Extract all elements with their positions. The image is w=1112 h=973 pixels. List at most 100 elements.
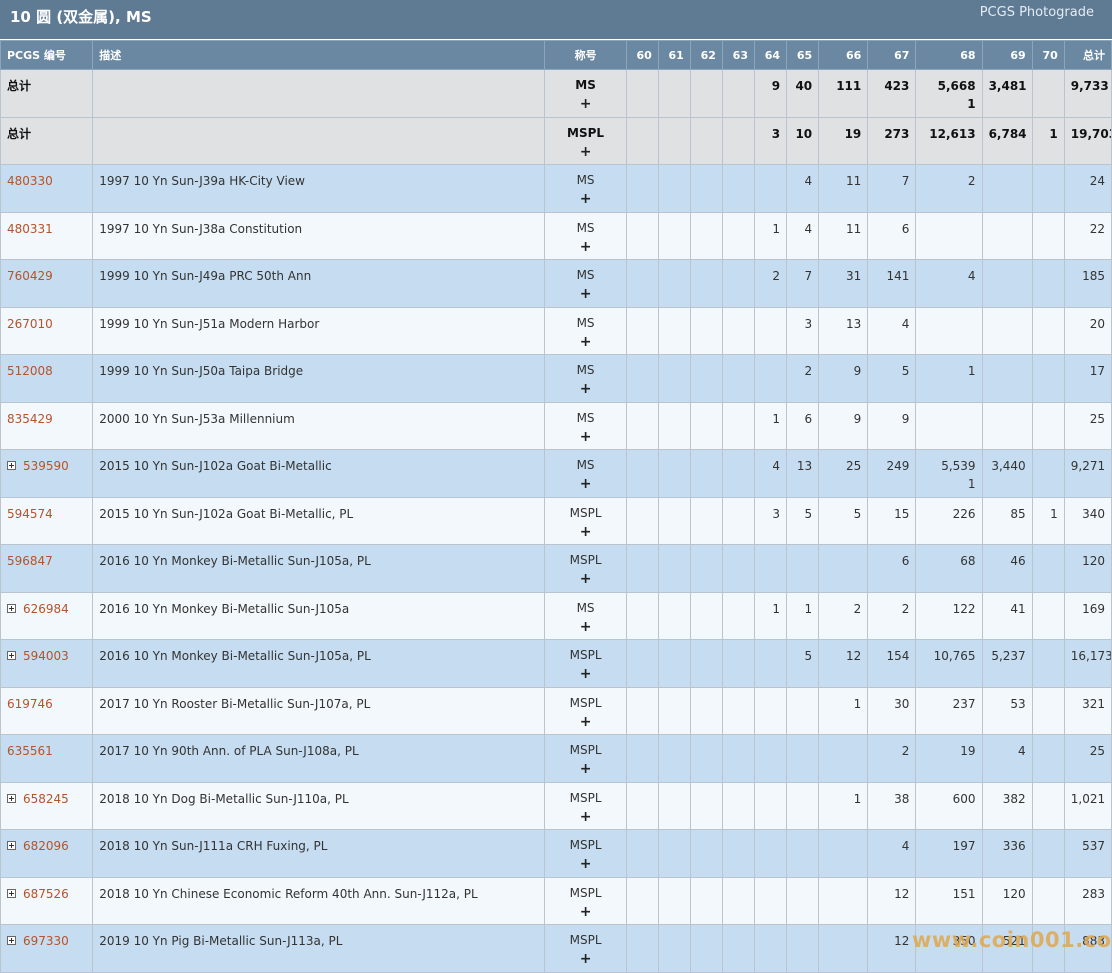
- grade-count[interactable]: 4: [967, 269, 976, 283]
- grade-count[interactable]: 197: [952, 839, 976, 853]
- col-header-code[interactable]: PCGS 编号: [0, 40, 94, 70]
- grade-count[interactable]: 5: [853, 506, 862, 521]
- plus-toggle[interactable]: +: [579, 618, 592, 635]
- grade-count[interactable]: 4: [901, 316, 910, 331]
- grade-count[interactable]: 249: [886, 459, 910, 473]
- col-header-total[interactable]: 总计: [1063, 40, 1112, 70]
- grade-count[interactable]: 1: [967, 364, 976, 378]
- pcgs-code-link[interactable]: 594574: [7, 506, 53, 521]
- grade-count[interactable]: 9: [901, 411, 910, 426]
- grade-count[interactable]: 11: [845, 221, 862, 236]
- col-header-desc[interactable]: 描述: [92, 40, 546, 70]
- pcgs-code-link[interactable]: 835429: [7, 411, 53, 426]
- expand-icon[interactable]: [7, 841, 16, 850]
- grade-count[interactable]: 12: [894, 886, 910, 901]
- grade-count[interactable]: 9: [853, 411, 862, 426]
- plus-toggle[interactable]: +: [579, 523, 592, 540]
- grade-count[interactable]: 6: [901, 554, 910, 568]
- grade-count[interactable]: 1: [772, 411, 781, 426]
- expand-icon[interactable]: [7, 461, 16, 470]
- pcgs-code-link[interactable]: 594003: [23, 649, 69, 663]
- grade-count[interactable]: 46: [1010, 554, 1026, 568]
- grade-count[interactable]: 2: [901, 744, 910, 758]
- plus-grade-count[interactable]: 1: [967, 97, 976, 111]
- grade-count[interactable]: 122: [952, 601, 976, 616]
- plus-toggle[interactable]: +: [579, 96, 592, 112]
- grade-count[interactable]: 5: [804, 506, 813, 521]
- col-header-grade[interactable]: 62: [689, 40, 723, 70]
- plus-toggle[interactable]: +: [579, 191, 592, 207]
- pcgs-code-link[interactable]: 682096: [23, 839, 69, 853]
- grade-count[interactable]: 11: [845, 174, 862, 188]
- pcgs-code-link[interactable]: 697330: [23, 934, 69, 948]
- grade-count[interactable]: 1: [1049, 126, 1058, 141]
- col-header-grade[interactable]: 64: [753, 40, 788, 70]
- col-header-grade[interactable]: 61: [657, 40, 691, 70]
- grade-count[interactable]: 1: [804, 601, 813, 616]
- grade-count[interactable]: 1: [1050, 506, 1058, 521]
- grade-count[interactable]: 3: [772, 506, 781, 521]
- col-header-grade[interactable]: 60: [625, 40, 659, 70]
- grade-count[interactable]: 15: [894, 506, 910, 521]
- grade-count[interactable]: 1: [853, 696, 862, 711]
- plus-toggle[interactable]: +: [579, 428, 592, 445]
- grade-count[interactable]: 38: [894, 791, 910, 806]
- col-header-grade[interactable]: 63: [721, 40, 755, 70]
- grade-count[interactable]: 600: [952, 791, 976, 806]
- pcgs-code-link[interactable]: 687526: [23, 886, 69, 901]
- plus-toggle[interactable]: +: [579, 903, 592, 920]
- plus-toggle[interactable]: +: [579, 381, 592, 397]
- grade-count[interactable]: 1: [772, 221, 781, 236]
- col-header-grade[interactable]: 66: [818, 40, 869, 70]
- grade-count[interactable]: 154: [886, 649, 910, 663]
- grade-count[interactable]: 25: [845, 459, 862, 473]
- grade-count[interactable]: 31: [845, 269, 862, 283]
- grade-count[interactable]: 10,765: [933, 649, 976, 663]
- grade-count[interactable]: 237: [952, 696, 976, 711]
- grade-count[interactable]: 382: [1002, 791, 1026, 806]
- grade-count[interactable]: 273: [884, 126, 910, 141]
- plus-toggle[interactable]: +: [579, 761, 592, 777]
- grade-count[interactable]: 350: [952, 934, 976, 948]
- grade-count[interactable]: 226: [952, 506, 976, 521]
- grade-count[interactable]: 1: [853, 791, 862, 806]
- plus-toggle[interactable]: +: [579, 713, 592, 730]
- pcgs-code-link[interactable]: 619746: [7, 696, 53, 711]
- grade-count[interactable]: 2: [804, 364, 813, 378]
- grade-count[interactable]: 40: [795, 79, 813, 93]
- grade-count[interactable]: 521: [1002, 934, 1026, 948]
- grade-count[interactable]: 4: [804, 221, 813, 236]
- grade-count[interactable]: 5,237: [991, 649, 1026, 663]
- expand-icon[interactable]: [7, 603, 16, 613]
- grade-count[interactable]: 1: [772, 601, 781, 616]
- grade-count[interactable]: 7: [901, 174, 910, 188]
- grade-count[interactable]: 5: [901, 364, 910, 378]
- expand-icon[interactable]: [7, 936, 16, 945]
- grade-count[interactable]: 30: [894, 696, 910, 711]
- col-header-grade[interactable]: 68: [915, 40, 983, 70]
- plus-toggle[interactable]: +: [579, 808, 592, 825]
- grade-count[interactable]: 4: [804, 174, 813, 188]
- pcgs-code-link[interactable]: 658245: [23, 791, 69, 806]
- plus-toggle[interactable]: +: [579, 333, 592, 350]
- pcgs-code-link[interactable]: 480331: [7, 221, 53, 236]
- grade-count[interactable]: 13: [796, 459, 813, 473]
- pcgs-code-link[interactable]: 760429: [7, 269, 53, 283]
- col-header-grade[interactable]: 69: [981, 40, 1033, 70]
- grade-count[interactable]: 5: [804, 649, 813, 663]
- grade-count[interactable]: 151: [952, 886, 976, 901]
- col-header-grade[interactable]: 67: [867, 40, 917, 70]
- grade-count[interactable]: 3,440: [991, 459, 1026, 473]
- grade-count[interactable]: 19: [960, 744, 976, 758]
- grade-count[interactable]: 423: [884, 79, 910, 93]
- grade-count[interactable]: 2: [967, 174, 976, 188]
- expand-icon[interactable]: [7, 888, 16, 898]
- grade-count[interactable]: 19: [844, 126, 862, 141]
- grade-count[interactable]: 3,481: [988, 79, 1027, 93]
- grade-count[interactable]: 111: [836, 79, 862, 93]
- grade-count[interactable]: 4: [901, 839, 910, 853]
- col-header-grade[interactable]: 65: [786, 40, 820, 70]
- grade-count[interactable]: 5,539: [941, 459, 976, 473]
- grade-count[interactable]: 2: [772, 269, 781, 283]
- grade-count[interactable]: 6,784: [988, 126, 1027, 141]
